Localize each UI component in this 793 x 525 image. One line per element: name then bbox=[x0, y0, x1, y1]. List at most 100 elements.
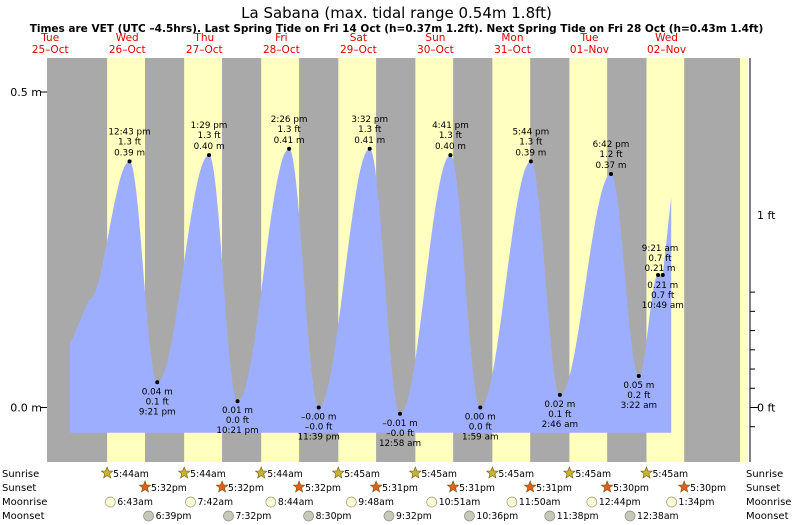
high-ft-label: 1.2 ft bbox=[599, 150, 623, 160]
chart-title: La Sabana (max. tidal range 0.54m 1.8ft) bbox=[241, 4, 552, 22]
sunrise-icon bbox=[485, 466, 499, 479]
tide-curve bbox=[70, 148, 672, 433]
tide-extremes: 12:43 pm1.3 ft0.39 m0.04 m0.1 ft9:21 pm1… bbox=[108, 115, 683, 449]
day-label-dow: Wed bbox=[655, 32, 678, 44]
sunset-time: 5:31pm bbox=[382, 483, 418, 494]
moonrise-time: 9:48am bbox=[358, 497, 394, 508]
moonrise-time: 12:44pm bbox=[599, 497, 641, 508]
extreme-point bbox=[448, 153, 453, 158]
moonrise-icon bbox=[104, 496, 116, 508]
sunset-time: 5:30pm bbox=[690, 483, 726, 494]
moonrise-time: 10:51am bbox=[439, 497, 481, 508]
sunrise-time: 5:45am bbox=[652, 469, 688, 480]
moonrise-icon bbox=[666, 496, 677, 508]
low-ft-label: –0.0 ft bbox=[386, 429, 414, 439]
sunset-time: 5:30pm bbox=[613, 483, 649, 494]
sunrise-icon bbox=[254, 466, 268, 479]
moonrise-time: 11:50am bbox=[519, 497, 561, 508]
sunrise-time: 5:45am bbox=[421, 469, 457, 480]
high-time-label: 12:43 pm bbox=[108, 127, 150, 137]
extreme-point bbox=[207, 153, 212, 158]
moonrise-time: 7:42am bbox=[197, 497, 233, 508]
moonset-icon bbox=[464, 510, 475, 522]
low-m-label: –0.00 m bbox=[301, 413, 336, 423]
extreme-point bbox=[235, 399, 240, 404]
sunrise-time: 5:45am bbox=[344, 469, 380, 480]
extreme-point bbox=[155, 380, 160, 385]
low-ft-label: 0.1 ft bbox=[146, 397, 170, 407]
high-m-label: 0.40 m bbox=[194, 142, 225, 152]
day-label-date: 27–Oct bbox=[186, 44, 223, 56]
sunset-icon bbox=[446, 480, 460, 493]
ytick-left: 0.5 m bbox=[10, 86, 42, 99]
moonrise-time: 8:44am bbox=[278, 497, 314, 508]
low-m-label: 0.04 m bbox=[142, 387, 173, 397]
moonrise-icon bbox=[185, 496, 196, 508]
low-m-label: 0.01 m bbox=[222, 406, 253, 416]
high-time-label: 4:41 pm bbox=[432, 121, 469, 131]
moonset-time: 10:36pm bbox=[476, 511, 518, 522]
extreme-point bbox=[528, 159, 533, 164]
moonset-time: 8:30pm bbox=[316, 511, 352, 522]
sunrise-icon bbox=[562, 466, 576, 479]
day-label-dow: Mon bbox=[501, 32, 523, 44]
sunset-icon bbox=[369, 480, 383, 493]
low-ft-label: 0.2 ft bbox=[627, 391, 651, 401]
high-time-label: 9:21 am bbox=[642, 244, 679, 254]
moonset-time: 9:32pm bbox=[396, 511, 432, 522]
sunrise-row-label-right: Sunrise bbox=[746, 469, 783, 480]
extreme-point bbox=[660, 272, 665, 277]
day-label-dow: Sat bbox=[350, 32, 367, 44]
moonrise-row-label-right: Moonrise bbox=[746, 497, 791, 508]
moonrise-time: 6:43am bbox=[117, 497, 153, 508]
sunset-time: 5:32pm bbox=[151, 483, 187, 494]
sunrise-icon bbox=[408, 466, 422, 479]
day-label-date: 02–Nov bbox=[647, 44, 686, 56]
day-label-dow: Wed bbox=[116, 32, 139, 44]
sunset-icon bbox=[523, 480, 537, 493]
sunset-time: 5:31pm bbox=[459, 483, 495, 494]
sunrise-icon bbox=[331, 466, 345, 479]
day-label-date: 28–Oct bbox=[263, 44, 300, 56]
high-ft-label: 0.7 ft bbox=[648, 254, 672, 264]
day-label-date: 30–Oct bbox=[417, 44, 454, 56]
low-time-label: 11:39 pm bbox=[298, 433, 340, 443]
sunset-row-label-left: Sunset bbox=[2, 483, 36, 494]
moonrise-time: 1:34pm bbox=[679, 497, 715, 508]
high-ft-label: 1.3 ft bbox=[197, 131, 221, 141]
high-time-label: 2:26 pm bbox=[271, 115, 308, 125]
moonrise-icon bbox=[345, 496, 357, 508]
high-m-label: 0.39 m bbox=[515, 148, 546, 158]
day-label-dow: Thu bbox=[193, 32, 214, 44]
moonrise-icon bbox=[426, 496, 438, 508]
extreme-point bbox=[478, 405, 483, 410]
high-time-label: 6:42 pm bbox=[593, 140, 630, 150]
moonset-icon bbox=[223, 510, 234, 522]
extreme-point bbox=[557, 392, 562, 397]
moonset-time: 12:38am bbox=[637, 511, 679, 522]
sunrise-icon bbox=[100, 466, 114, 479]
day-label-date: 29–Oct bbox=[340, 44, 377, 56]
sunrise-time: 5:44am bbox=[190, 469, 226, 480]
moonset-time: 11:38pm bbox=[557, 511, 599, 522]
high-ft-label: 1.3 ft bbox=[358, 125, 382, 135]
day-label-dow: Tue bbox=[580, 32, 599, 44]
low-ft-label: –0.0 ft bbox=[305, 423, 333, 433]
moonset-time: 6:39pm bbox=[156, 511, 192, 522]
high-ft-label: 1.3 ft bbox=[118, 137, 142, 147]
moonset-time: 7:32pm bbox=[235, 511, 271, 522]
axes: 0.5 m 0.0 m 0 ft 1 ft bbox=[10, 58, 776, 462]
moonrise-icon bbox=[506, 496, 518, 508]
sunrise-time: 5:45am bbox=[498, 469, 534, 480]
low-m-label: –0.01 m bbox=[382, 419, 417, 429]
day-label-date: 26–Oct bbox=[109, 44, 146, 56]
high-m-label: 0.21 m bbox=[645, 264, 676, 274]
low-ft-label: 0.0 ft bbox=[469, 423, 493, 433]
sunset-time: 5:32pm bbox=[305, 483, 341, 494]
extreme-point bbox=[127, 159, 132, 164]
day-label-date: 31–Oct bbox=[494, 44, 531, 56]
high-ft-label: 1.3 ft bbox=[278, 125, 302, 135]
high-m-label: 0.41 m bbox=[274, 136, 305, 146]
low-m-label: 0.02 m bbox=[544, 400, 575, 410]
